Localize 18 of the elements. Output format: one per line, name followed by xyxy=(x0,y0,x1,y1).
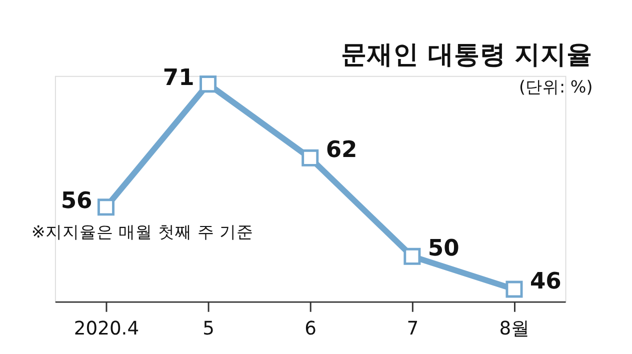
point xyxy=(97,198,114,216)
x-tick-label: 2020.4 xyxy=(74,318,140,340)
point xyxy=(302,149,319,166)
data-label: 62 xyxy=(326,136,358,163)
chart-title: 문재인 대통령 지지율 xyxy=(340,40,593,70)
chart-subtitle: (단위: %) xyxy=(518,78,593,97)
point xyxy=(200,76,217,93)
data-label: 56 xyxy=(60,188,92,214)
x-tick-label: 5 xyxy=(202,318,214,340)
data-label: 71 xyxy=(162,65,194,92)
point xyxy=(506,280,523,298)
data-label: 50 xyxy=(428,235,460,262)
data-label: 46 xyxy=(530,268,562,294)
point xyxy=(404,248,421,265)
annotation: ※지지율은 매월 첫째 주 기준 xyxy=(31,222,254,242)
x-tick-label: 8월 xyxy=(499,318,530,340)
x-tick-label: 6 xyxy=(304,318,317,340)
x-tick-label: 7 xyxy=(406,318,419,340)
